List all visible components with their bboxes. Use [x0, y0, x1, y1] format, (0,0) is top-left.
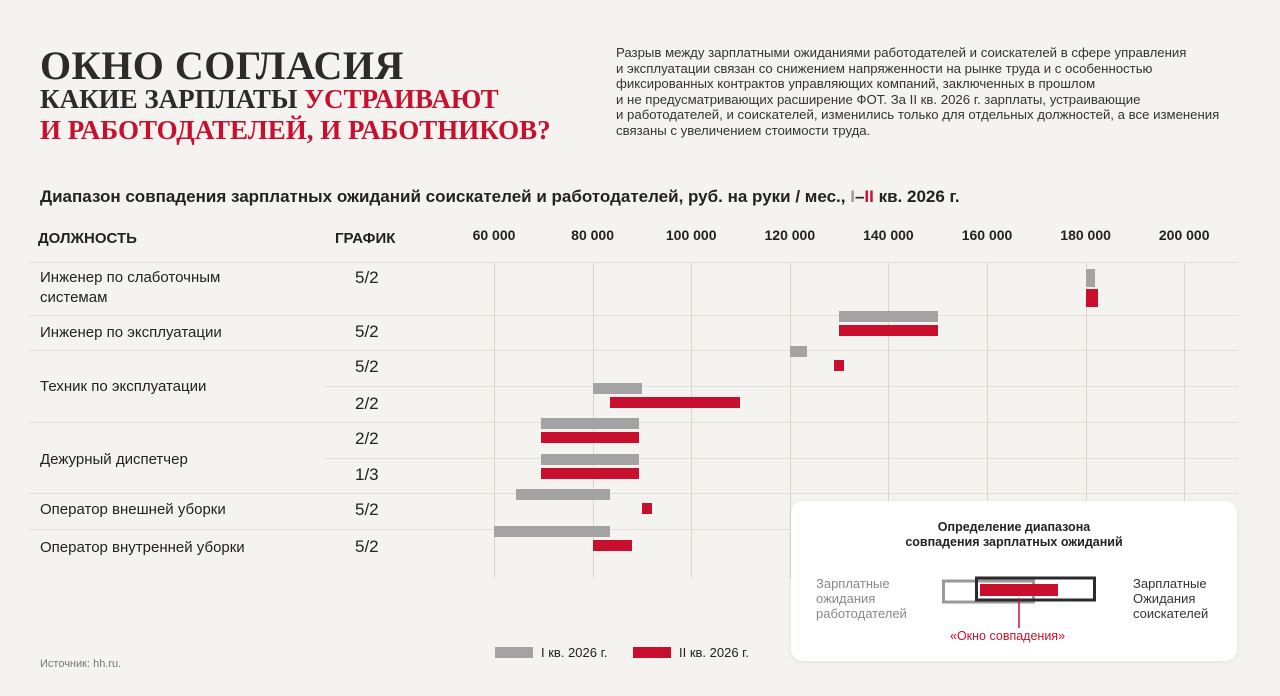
- schedule-label: 1/3: [355, 465, 379, 484]
- row-divider: [28, 493, 1238, 494]
- x-tick-label: 100 000: [665, 227, 717, 243]
- bar-q1: [540, 418, 640, 429]
- schedule-label: 5/2: [355, 537, 379, 556]
- chart-title-q2: II: [864, 187, 874, 206]
- chart-title-prefix: Диапазон совпадения зарплатных ожиданий …: [40, 187, 851, 206]
- column-header-position: ДОЛЖНОСТЬ: [38, 230, 137, 247]
- page-subtitle: КАКИЕ ЗАРПЛАТЫ УСТРАИВАЮТ И РАБОТОДАТЕЛЕ…: [40, 84, 551, 146]
- bar-q2: [609, 397, 741, 408]
- chart-title-dash: –: [854, 187, 865, 206]
- bar-q1: [494, 526, 610, 537]
- intro-line: связаны с увеличением стоимости труда.: [616, 122, 871, 138]
- page-title: ОКНО СОГЛАСИЯ: [40, 43, 404, 88]
- explainer-seeker-line: Зарплатные: [1133, 576, 1207, 591]
- subtitle-part-b: УСТРАИВАЮТ: [304, 84, 499, 114]
- bar-q2: [1085, 289, 1098, 307]
- row-divider: [28, 262, 1238, 263]
- schedule-label: 2/2: [355, 394, 379, 413]
- bar-q1: [516, 489, 610, 500]
- explainer-title-line: совпадения зарплатных ожиданий: [905, 535, 1123, 549]
- bar-q2: [540, 468, 640, 479]
- explainer-employer-label: Зарплатные ожидания работодателей: [816, 576, 907, 621]
- x-tick-label: 160 000: [961, 227, 1013, 243]
- position-label-line: Оператор внутренней уборки: [40, 539, 245, 556]
- legend-swatch-q1: [495, 647, 533, 658]
- gridline: [888, 262, 889, 578]
- explainer-employer-line: Зарплатные: [816, 576, 890, 591]
- row-divider: [28, 529, 1238, 530]
- position-label: Техник по эксплуатации: [40, 377, 206, 397]
- gridline: [1086, 262, 1087, 578]
- position-label-line: Инженер по слаботочным: [40, 269, 221, 286]
- schedule-label: 5/2: [355, 268, 379, 287]
- bar-q1: [1085, 269, 1096, 287]
- gridline: [494, 262, 495, 578]
- explainer-seeker-box: [975, 576, 1096, 602]
- explainer-window-bar: [980, 584, 1058, 596]
- explainer-employer-line: ожидания: [816, 591, 876, 606]
- column-header-schedule: ГРАФИК: [335, 230, 396, 247]
- chart-title-q1: I: [850, 187, 855, 206]
- bar-q2: [540, 432, 640, 443]
- legend-label-q2: II кв. 2026 г.: [679, 645, 749, 660]
- explainer-employer-line: работодателей: [816, 606, 907, 621]
- row-divider: [28, 350, 1238, 351]
- schedule-label: 5/2: [355, 322, 379, 341]
- position-label-line: Оператор внешней уборки: [40, 501, 226, 518]
- subtitle-part-a: КАКИЕ ЗАРПЛАТЫ: [40, 84, 305, 114]
- position-label-line: Дежурный диспетчер: [40, 451, 188, 468]
- explainer-window-label: «Окно совпадения»: [950, 629, 1066, 643]
- intro-line: фиксированных контрактов управляющих ком…: [616, 76, 1096, 92]
- bar-q1: [540, 454, 640, 465]
- position-label-line: Инженер по эксплуатации: [40, 324, 222, 341]
- x-tick-label: 60 000: [472, 227, 516, 243]
- source-note: Источник: hh.ru.: [40, 658, 122, 670]
- legend-swatch-q2: [633, 647, 671, 658]
- position-label: Оператор внутренней уборки: [40, 538, 245, 558]
- bar-q2: [592, 540, 633, 551]
- explainer-title: Определение диапазона совпадения зарплат…: [791, 520, 1237, 550]
- intro-line: и не предусматривающих расширение ФОТ. З…: [616, 91, 1141, 107]
- chart-title-suffix: кв. 2026 г.: [873, 187, 960, 206]
- position-label: Оператор внешней уборки: [40, 500, 226, 520]
- bar-q2: [839, 325, 938, 336]
- x-tick-label: 80 000: [571, 227, 615, 243]
- bar-q1: [789, 346, 808, 357]
- bar-q1: [592, 383, 642, 394]
- chart-title: Диапазон совпадения зарплатных ожиданий …: [40, 187, 960, 207]
- legend-label-q1: I кв. 2026 г.: [541, 645, 608, 660]
- schedule-label: 5/2: [355, 357, 379, 376]
- position-label: Дежурный диспетчер: [40, 450, 188, 470]
- gridline: [1184, 262, 1185, 578]
- x-tick-label: 120 000: [764, 227, 816, 243]
- intro-text: Разрыв между зарплатными ожиданиями рабо…: [616, 45, 1256, 139]
- x-tick-label: 200 000: [1158, 227, 1210, 243]
- explainer-seeker-label: Зарплатные Ожидания соискателей: [1133, 576, 1208, 621]
- schedule-label: 2/2: [355, 429, 379, 448]
- bar-q1: [839, 311, 938, 322]
- subrow-divider: [325, 386, 1238, 387]
- row-divider: [28, 315, 1238, 316]
- bar-q2: [834, 360, 845, 371]
- position-label: Инженер по слаботочным системам: [40, 268, 220, 308]
- position-label-line: системам: [40, 289, 108, 306]
- intro-line: Разрыв между зарплатными ожиданиями рабо…: [616, 45, 1187, 60]
- intro-line: и эксплуатации связан со снижением напря…: [616, 60, 1153, 76]
- explainer-seeker-line: Ожидания: [1133, 591, 1196, 606]
- schedule-label: 5/2: [355, 500, 379, 519]
- subtitle-part-c: И РАБОТОДАТЕЛЕЙ, И РАБОТНИКОВ?: [40, 115, 551, 145]
- gridline: [790, 262, 791, 578]
- bar-q2: [641, 503, 652, 514]
- gridline: [987, 262, 988, 578]
- explainer-seeker-line: соискателей: [1133, 606, 1209, 621]
- explainer-title-line: Определение диапазона: [937, 520, 1091, 534]
- x-tick-label: 140 000: [863, 227, 914, 243]
- gridline: [691, 262, 692, 578]
- position-label: Инженер по эксплуатации: [40, 323, 222, 343]
- position-label-line: Техник по эксплуатации: [40, 378, 207, 395]
- x-tick-label: 180 000: [1060, 227, 1111, 243]
- subrow-divider: [325, 458, 1238, 459]
- intro-line: и работодателей, и соискателей, изменили…: [616, 107, 1220, 123]
